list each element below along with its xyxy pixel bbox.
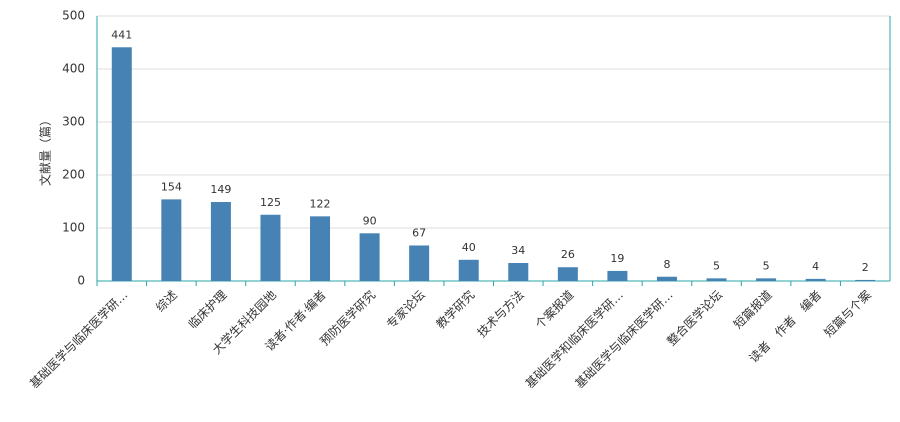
bar — [855, 279, 876, 281]
x-tick-label: 综述 — [153, 288, 180, 315]
y-tick-label: 0 — [77, 274, 85, 288]
data-label: 67 — [412, 226, 426, 239]
bar — [656, 276, 677, 281]
bar — [260, 214, 281, 281]
y-tick-label: 400 — [62, 62, 85, 76]
y-tick-label: 200 — [62, 168, 85, 182]
data-label: 2 — [862, 261, 869, 274]
data-label: 154 — [161, 180, 182, 193]
data-label: 8 — [663, 258, 670, 271]
x-tick-label: 临床护理 — [186, 288, 230, 332]
bar — [607, 270, 628, 281]
bar — [706, 278, 727, 281]
data-label: 122 — [310, 197, 331, 210]
data-label: 125 — [260, 196, 281, 209]
x-tick-label: 技术与方法 — [474, 287, 527, 340]
x-tick-label: 短篇报道 — [730, 287, 775, 332]
data-label: 4 — [812, 260, 819, 273]
x-tick-label: 短篇与个案 — [821, 287, 874, 340]
y-tick-label: 300 — [62, 115, 85, 129]
data-label: 149 — [210, 183, 231, 196]
x-tick-label: 专家论坛 — [383, 287, 428, 332]
bar — [111, 47, 132, 281]
y-tick-label: 500 — [62, 9, 85, 23]
y-axis-label: 文献量（篇） — [38, 114, 53, 186]
bar — [756, 278, 777, 281]
data-label: 441 — [111, 28, 132, 41]
bar — [409, 245, 430, 281]
x-tick-label: 基础医学和临床医学研… — [522, 287, 626, 391]
bar — [458, 259, 479, 281]
bar — [210, 202, 231, 281]
data-label: 90 — [363, 214, 377, 227]
bar — [359, 233, 380, 281]
x-tick-label: 个案报道 — [532, 287, 577, 332]
data-label: 19 — [610, 252, 624, 265]
data-label: 5 — [763, 259, 770, 272]
bar — [805, 278, 826, 281]
x-tick-label: 基础医学与临床医学研… — [572, 287, 676, 391]
bar — [508, 262, 529, 281]
bar — [310, 216, 331, 281]
x-tick-label: 基础医学与临床医学研… — [26, 287, 130, 391]
data-label: 26 — [561, 248, 575, 261]
bar — [557, 267, 578, 281]
data-label: 5 — [713, 259, 720, 272]
x-tick-label: 教学研究 — [433, 287, 478, 332]
data-label: 40 — [462, 241, 476, 254]
y-tick-label: 100 — [62, 221, 85, 235]
data-label: 34 — [511, 244, 525, 257]
bar — [161, 199, 182, 281]
